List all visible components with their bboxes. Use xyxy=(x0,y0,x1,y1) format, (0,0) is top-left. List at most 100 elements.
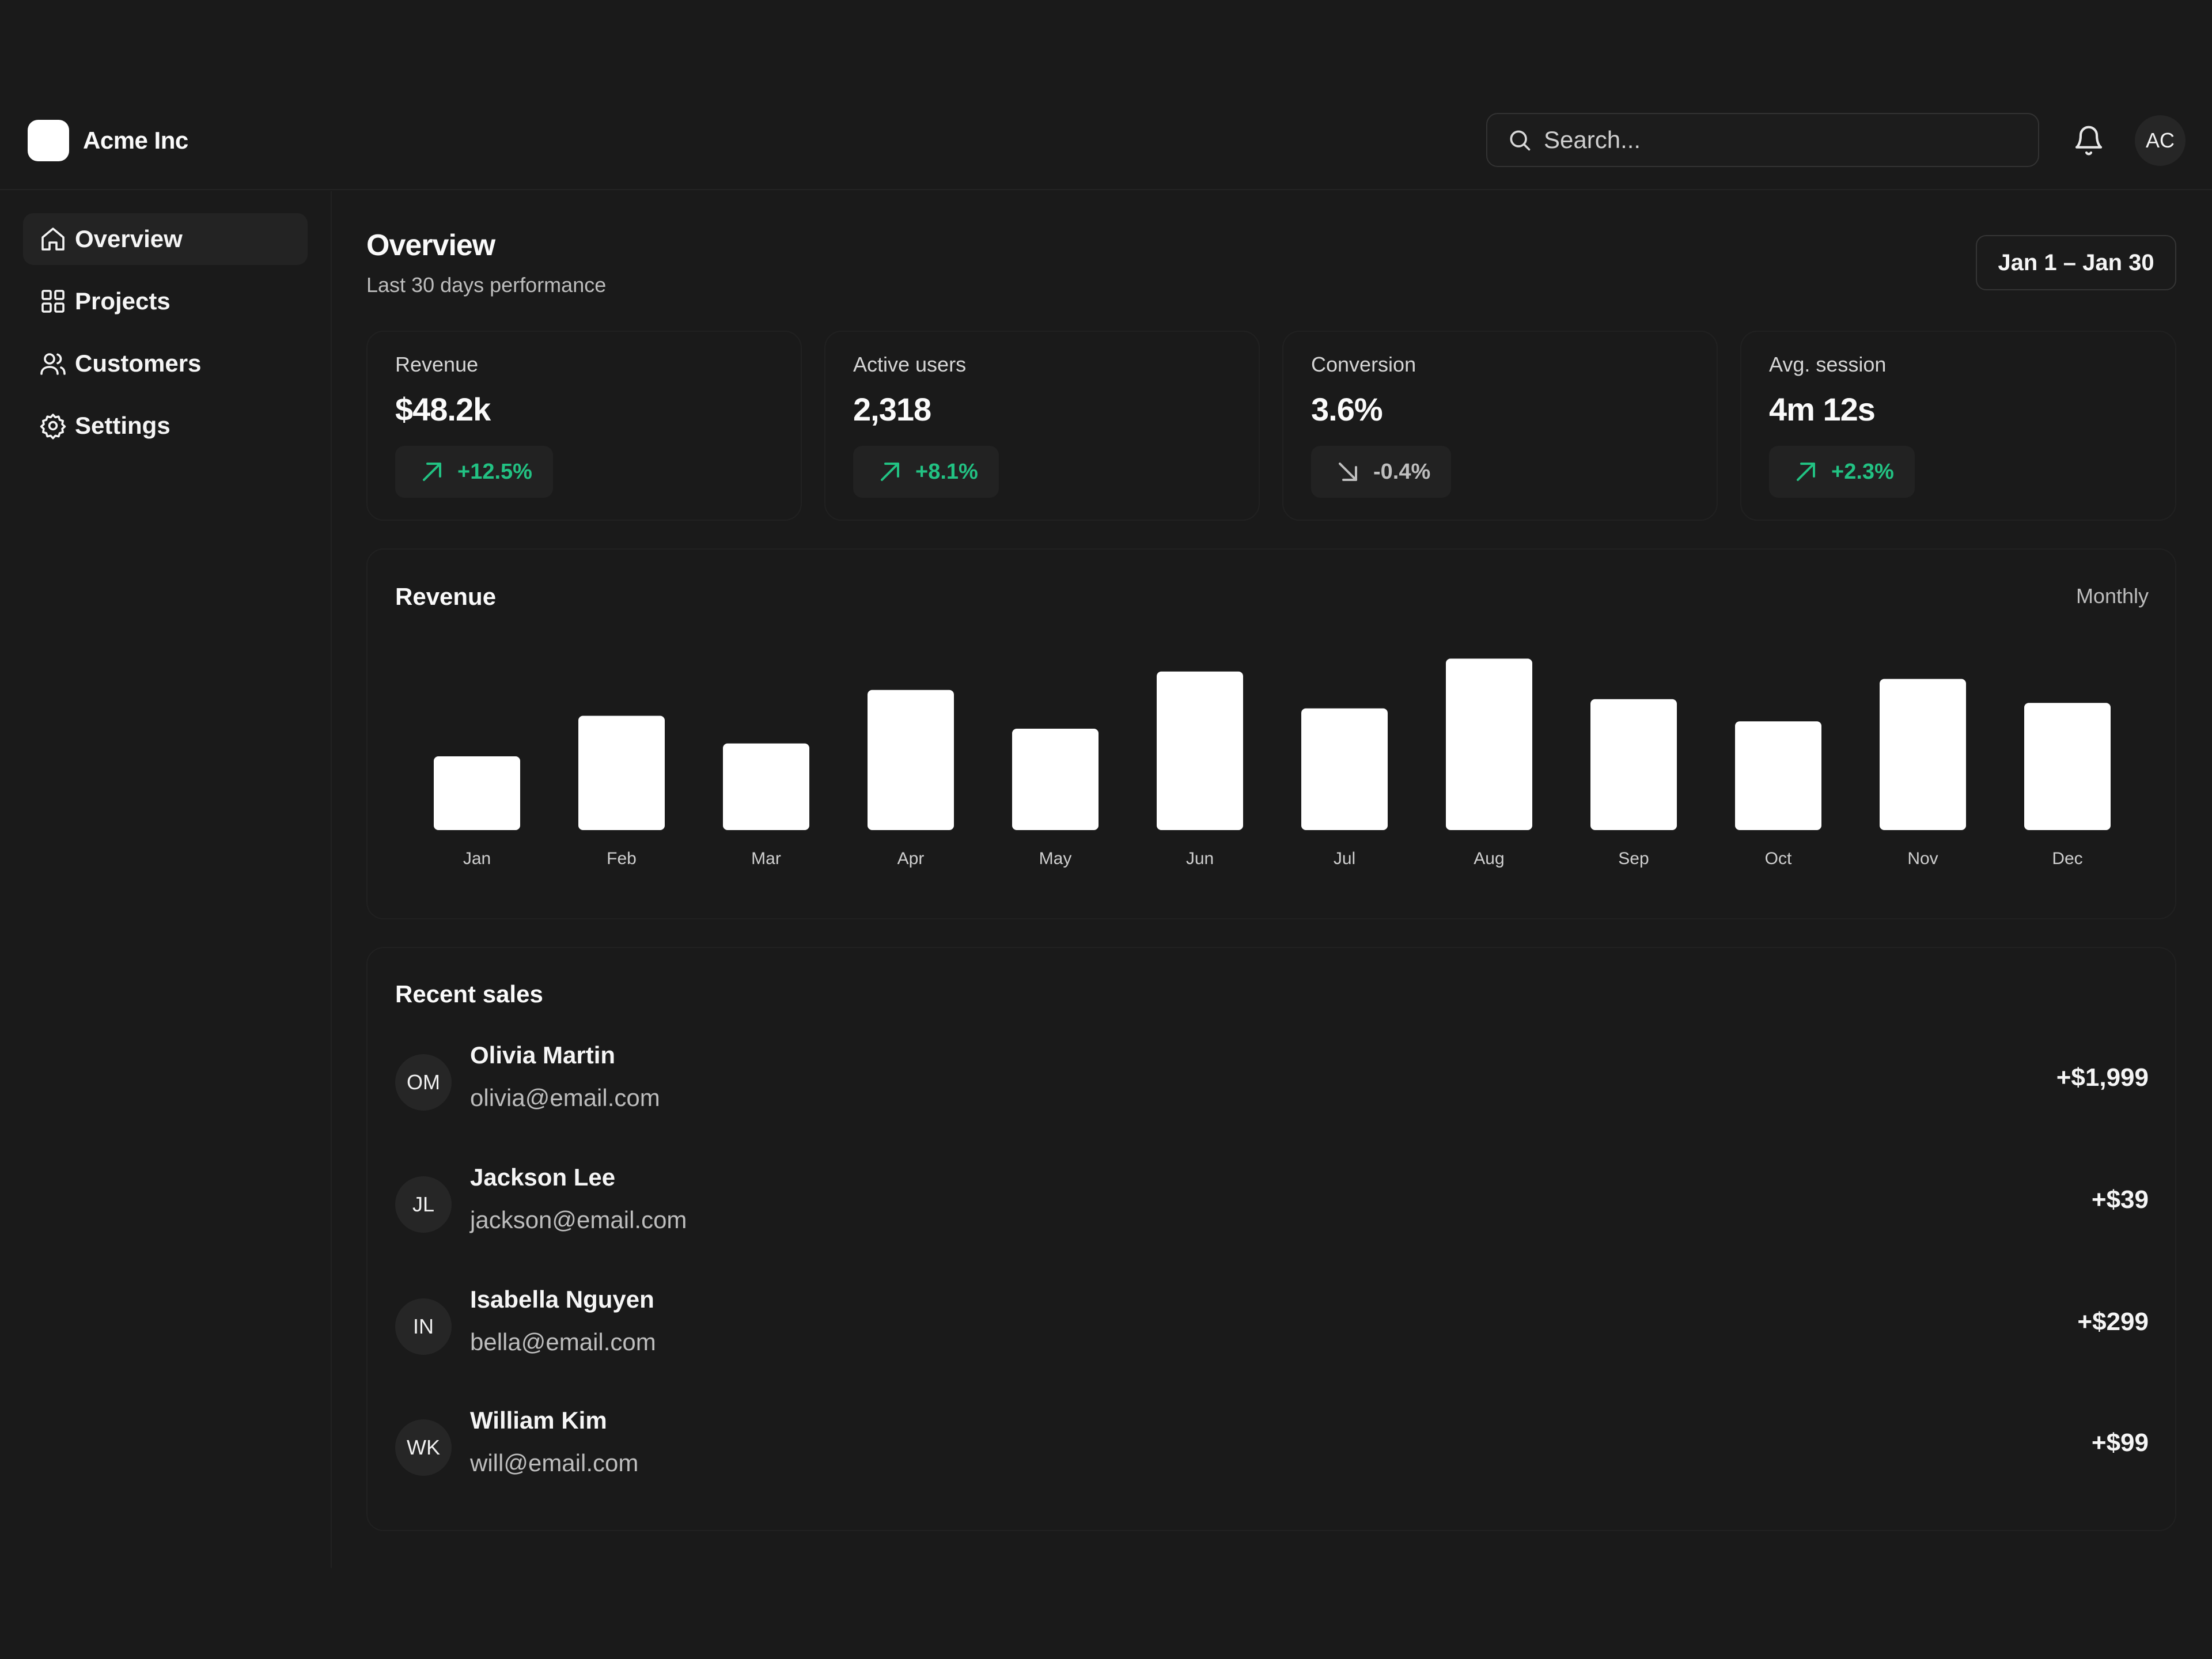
brand-logo xyxy=(28,120,69,161)
sidebar-item-settings[interactable]: Settings xyxy=(23,400,308,452)
bell-icon[interactable] xyxy=(2073,124,2105,157)
sidebar-item-label: Overview xyxy=(75,225,183,252)
home-icon xyxy=(41,228,65,251)
bar-jun xyxy=(1157,671,1243,830)
x-tick-label: Feb xyxy=(607,849,637,868)
kpi-card-avg-session: Avg. session 4m 12s +2.3% xyxy=(1740,331,2176,521)
page-title: Overview xyxy=(366,229,495,262)
arrow-up-right-icon xyxy=(1797,463,1815,481)
chart-period-label[interactable]: Monthly xyxy=(2075,584,2149,608)
gear-icon xyxy=(40,414,66,440)
kpi-label: Active users xyxy=(853,353,967,376)
kpi-label: Avg. session xyxy=(1769,353,1887,376)
grid-icon xyxy=(41,290,65,313)
customer-name: Isabella Nguyen xyxy=(470,1286,654,1313)
customer-email: jackson@email.com xyxy=(470,1206,687,1233)
sale-row[interactable]: WK William Kim will@email.com +$99 xyxy=(395,1404,2149,1508)
sale-amount: +$299 xyxy=(2077,1308,2149,1336)
sale-row[interactable]: OM Olivia Martin olivia@email.com +$1,99… xyxy=(395,1039,2149,1143)
kpi-change-badge: +8.1% xyxy=(853,446,999,498)
x-tick-label: Sep xyxy=(1618,849,1649,868)
kpi-card-revenue: Revenue $48.2k +12.5% xyxy=(366,331,802,521)
x-tick-label: Dec xyxy=(2052,849,2082,868)
bar-nov xyxy=(1880,679,1966,830)
customer-avatar: IN xyxy=(395,1298,452,1355)
sidebar-item-overview[interactable]: Overview xyxy=(23,213,308,265)
customer-avatar: WK xyxy=(395,1419,452,1476)
sale-amount: +$99 xyxy=(2091,1429,2149,1457)
x-tick-label: May xyxy=(1039,849,1072,868)
bar-apr xyxy=(868,690,954,830)
kpi-change: +8.1% xyxy=(915,459,978,484)
users-icon xyxy=(40,353,66,375)
bar-dec xyxy=(2024,703,2111,830)
search-input[interactable] xyxy=(1544,126,2016,154)
customer-email: bella@email.com xyxy=(470,1328,656,1355)
bar-jul xyxy=(1301,708,1388,830)
kpi-card-active-users: Active users 2,318 +8.1% xyxy=(824,331,1260,521)
bar-may xyxy=(1012,729,1099,830)
kpi-change: +2.3% xyxy=(1831,459,1894,484)
arrow-up-right-icon xyxy=(423,463,441,481)
bar-jan xyxy=(434,756,520,830)
kpi-value: $48.2k xyxy=(395,391,491,427)
sale-row[interactable]: JL Jackson Lee jackson@email.com +$39 xyxy=(395,1161,2149,1265)
recent-sales-title: Recent sales xyxy=(395,980,543,1007)
customer-name: Jackson Lee xyxy=(470,1164,616,1191)
customer-email: will@email.com xyxy=(470,1449,639,1476)
kpi-label: Revenue xyxy=(395,353,479,376)
kpi-change-badge: +2.3% xyxy=(1769,446,1915,498)
sale-amount: +$1,999 xyxy=(2056,1063,2149,1092)
x-tick-label: Apr xyxy=(897,849,925,868)
bar-aug xyxy=(1446,658,1532,830)
sidebar: Overview Projects Customers Settings xyxy=(0,191,332,1568)
brand-name: Acme Inc xyxy=(83,127,188,154)
sale-amount: +$39 xyxy=(2091,1185,2149,1214)
sidebar-item-label: Customers xyxy=(75,350,202,377)
x-tick-label: Aug xyxy=(1474,849,1504,868)
arrow-up-right-icon xyxy=(881,463,899,481)
top-header: Acme Inc AC xyxy=(0,98,2212,190)
brand[interactable]: Acme Inc xyxy=(28,120,188,161)
search-box[interactable] xyxy=(1486,113,2039,167)
customer-name: William Kim xyxy=(470,1407,607,1434)
x-tick-label: Jan xyxy=(463,849,491,868)
customer-avatar: JL xyxy=(395,1176,452,1233)
kpi-value: 2,318 xyxy=(853,391,931,427)
user-avatar[interactable]: AC xyxy=(2135,115,2186,166)
kpi-change-badge: +12.5% xyxy=(395,446,553,498)
page-subtitle: Last 30 days performance xyxy=(366,273,607,297)
sidebar-item-customers[interactable]: Customers xyxy=(23,338,308,389)
bar-mar xyxy=(723,743,809,830)
x-tick-label: Jul xyxy=(1334,849,1355,868)
revenue-bar-chart: Jan Feb Mar Apr May Jun Jul Aug Sep Oct Nov Dec xyxy=(434,658,2111,868)
x-tick-label: Jun xyxy=(1186,849,1214,868)
customer-email: olivia@email.com xyxy=(470,1084,660,1111)
bar-oct xyxy=(1735,721,1821,830)
bar-feb xyxy=(578,715,665,830)
sidebar-item-label: Projects xyxy=(75,287,171,315)
sale-row[interactable]: IN Isabella Nguyen bella@email.com +$299 xyxy=(395,1283,2149,1387)
x-tick-label: Mar xyxy=(751,849,781,868)
kpi-value: 3.6% xyxy=(1311,391,1383,427)
kpi-value: 4m 12s xyxy=(1769,391,1876,427)
arrow-down-right-icon xyxy=(1339,463,1357,481)
customer-name: Olivia Martin xyxy=(470,1041,616,1069)
kpi-card-conversion: Conversion 3.6% -0.4% xyxy=(1282,331,1718,521)
sidebar-item-projects[interactable]: Projects xyxy=(23,275,308,327)
bar-sep xyxy=(1590,699,1677,830)
date-range-button[interactable]: Jan 1 – Jan 30 xyxy=(1976,235,2176,290)
recent-sales-card: Recent sales OM Olivia Martin olivia@ema… xyxy=(366,947,2176,1531)
search-icon xyxy=(1510,130,1531,151)
kpi-change-badge: -0.4% xyxy=(1311,446,1452,498)
kpi-change: +12.5% xyxy=(457,459,532,484)
kpi-label: Conversion xyxy=(1311,353,1416,376)
revenue-chart-card: Jan Feb Mar Apr May Jun Jul Aug Sep Oct Nov Dec Rev… xyxy=(366,548,2176,919)
sidebar-item-label: Settings xyxy=(75,412,171,439)
x-tick-label: Nov xyxy=(1907,849,1938,868)
customer-avatar: OM xyxy=(395,1054,452,1111)
kpi-change: -0.4% xyxy=(1373,459,1431,484)
x-tick-label: Oct xyxy=(1765,849,1792,868)
chart-title: Revenue xyxy=(395,583,497,610)
